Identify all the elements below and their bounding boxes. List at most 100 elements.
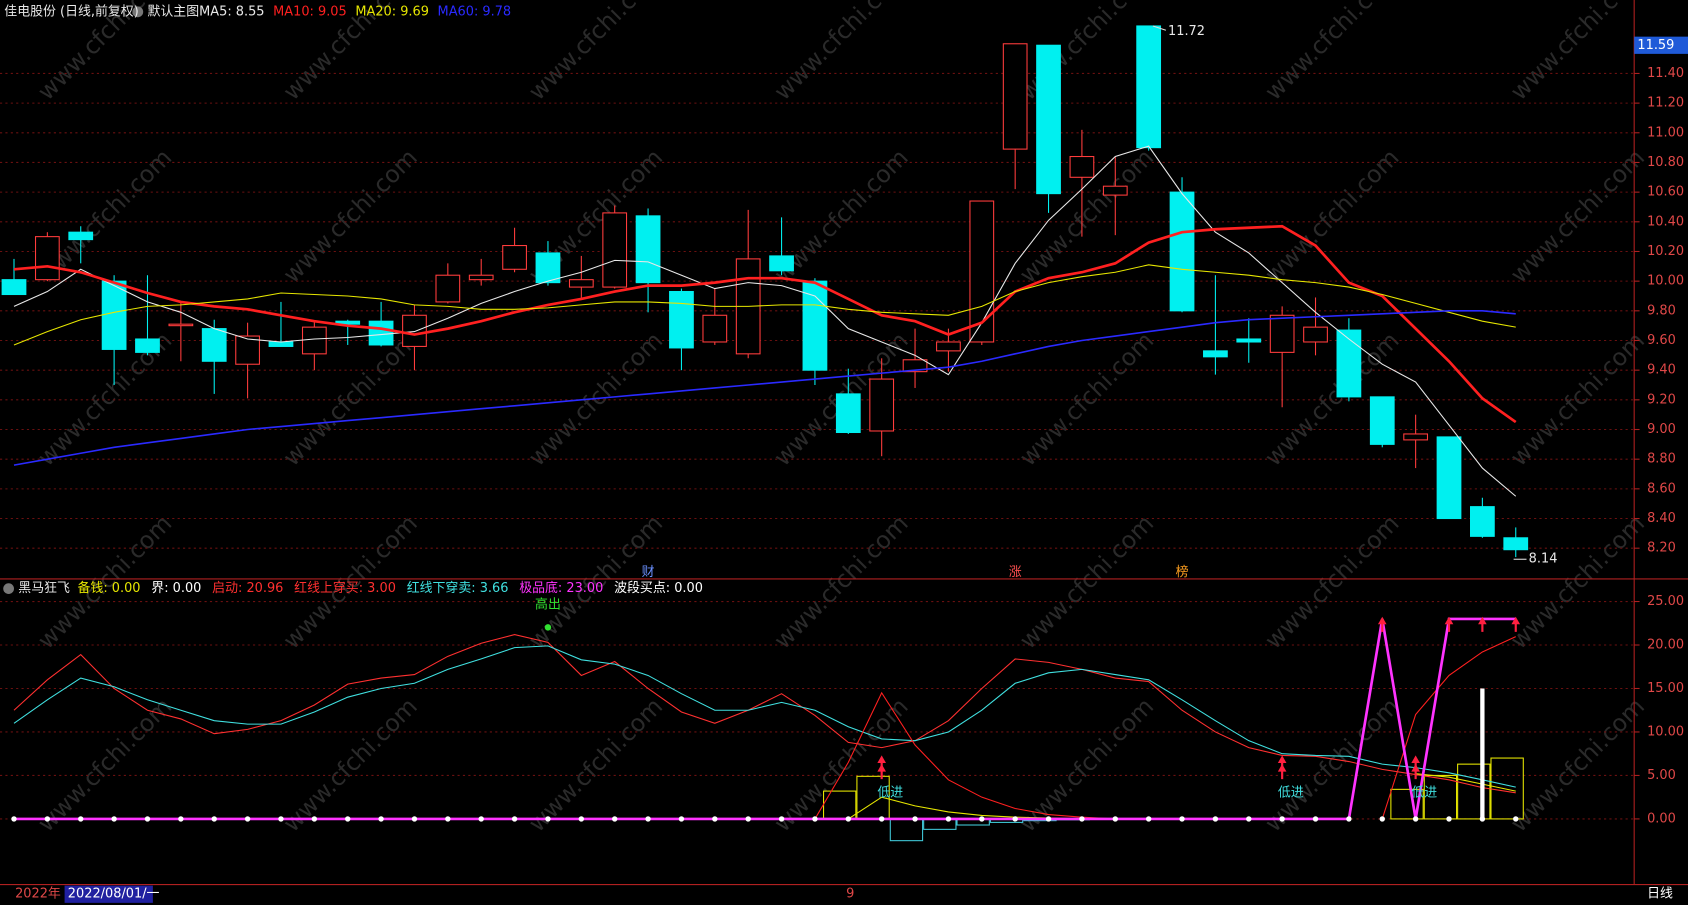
y-tick-label: 8.20 [1647, 541, 1676, 556]
indicator-dot [1312, 816, 1319, 822]
candle-body [969, 200, 995, 343]
candle-body [835, 393, 861, 434]
y-tick-label: 8.40 [1647, 511, 1676, 526]
candle-body [702, 314, 728, 343]
y-tick-label: 9.80 [1647, 303, 1676, 318]
indicator-dot [812, 816, 818, 822]
indicator-line [13, 617, 1516, 821]
candle-body [1169, 191, 1195, 312]
ma-line [13, 224, 1517, 424]
candle-body [502, 245, 527, 270]
indicator-dot [345, 816, 351, 822]
indicator-icon[interactable] [3, 583, 14, 595]
signal-arrow [1478, 616, 1487, 632]
candle-body [1036, 44, 1061, 195]
high-label: 11.72 [1168, 24, 1205, 39]
indicator-dot [745, 816, 751, 822]
footer-date-bg [64, 885, 153, 903]
indicator-dot [1279, 816, 1285, 822]
signal-dot [544, 624, 552, 631]
candle-body [1403, 433, 1429, 441]
footer-period[interactable]: 日线 [1647, 887, 1673, 902]
candle-body [34, 236, 60, 281]
candle-body [1203, 350, 1228, 358]
y-tick-label: 20.00 [1647, 638, 1684, 653]
candle-body [802, 280, 828, 371]
candle-body [235, 335, 260, 365]
indicator-dot [778, 816, 785, 822]
indicator-dot [612, 816, 618, 822]
y-tick-label: 0.00 [1647, 811, 1676, 826]
indicator-dot [1212, 816, 1219, 822]
indicator-dot [1012, 816, 1018, 822]
candle-body [435, 274, 461, 303]
indicator-dot [845, 816, 851, 822]
indicator-dot [545, 816, 551, 822]
indicator-dot [912, 816, 918, 822]
candle-body [168, 323, 194, 327]
indicator-dot [979, 816, 985, 822]
high-pointer [1152, 25, 1167, 31]
indicator-dot [111, 816, 117, 822]
candle-body [301, 326, 327, 355]
ma-legend: MA20: 9.69 [355, 4, 429, 19]
signal-arrow [1277, 755, 1287, 771]
candle-body [402, 314, 427, 347]
y-tick-label: 9.00 [1647, 422, 1676, 437]
indicator-dot [211, 816, 217, 822]
indicator-legend: 波段买点: 0.00 [614, 581, 703, 596]
y-tick-label: 9.40 [1647, 363, 1676, 378]
signal-arrow [1277, 764, 1287, 780]
indicator-dot [144, 816, 151, 822]
candle-body [602, 212, 628, 288]
indicator-dot [244, 816, 251, 822]
candle-body [101, 280, 127, 350]
indicator-dot [1179, 816, 1185, 822]
last-price-box [1634, 36, 1688, 54]
indicator-dot [445, 816, 451, 822]
y-tick-label: 15.00 [1647, 681, 1684, 696]
last-price-label: 11.59 [1637, 38, 1674, 53]
footer-year: 2022年 [15, 887, 61, 902]
ma-line [13, 264, 1516, 346]
y-tick-label: 8.60 [1647, 481, 1676, 496]
y-tick-label: 8.80 [1647, 452, 1676, 467]
candle-body [1369, 396, 1395, 445]
low-label: 8.14 [1529, 552, 1558, 567]
indicator-dot [645, 816, 651, 822]
indicator-dot [578, 816, 585, 822]
signal-arrow [1411, 755, 1420, 771]
candle-body [568, 279, 594, 288]
signal-label: 低进 [1278, 786, 1304, 801]
indicator-bar [1480, 688, 1485, 819]
candle-body [335, 320, 361, 325]
candle-body [936, 341, 961, 352]
indicator-dot [11, 816, 17, 822]
candle-body [1136, 25, 1162, 149]
signal-arrow [1444, 616, 1454, 632]
indicator-dot [44, 816, 51, 822]
indicator-dot [945, 816, 952, 822]
indicator-line [13, 634, 1516, 794]
indicator-dot [178, 816, 184, 822]
indicator-dot [1513, 816, 1519, 822]
indicator-dot [1412, 816, 1419, 822]
ma-legend: MA5: 8.55 [199, 4, 264, 19]
signal-label: 低进 [1411, 786, 1437, 801]
candle-body [869, 378, 895, 432]
y-tick-label: 11.40 [1647, 66, 1684, 81]
indicator-dot [878, 816, 885, 822]
y-tick-label: 11.20 [1647, 96, 1684, 111]
main-icon[interactable] [132, 6, 144, 18]
indicator-title: 黑马狂飞 [18, 581, 70, 596]
y-tick-label: 9.20 [1647, 392, 1676, 407]
y-tick-label: 10.60 [1647, 185, 1684, 200]
candle-body [268, 341, 294, 347]
candle-body [769, 255, 794, 272]
ma-line [13, 145, 1517, 497]
indicator-dot [1145, 816, 1152, 822]
indicator-legend: 红线上穿买: 3.00 [294, 580, 396, 596]
indicator-dot [511, 816, 518, 822]
indicator-dot [1346, 816, 1352, 822]
